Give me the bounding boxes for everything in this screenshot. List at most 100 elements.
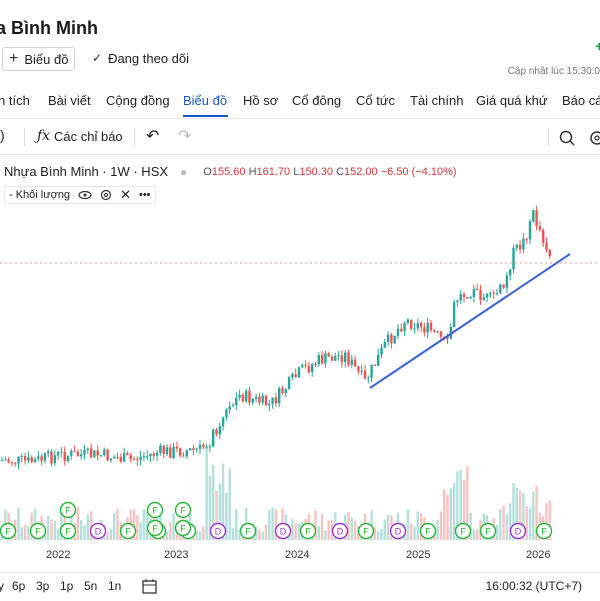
- candle-body: [334, 356, 337, 361]
- event-marker: F: [59, 501, 77, 519]
- candle-body: [317, 355, 320, 365]
- candle-body: [344, 352, 347, 363]
- event-marker: F: [0, 522, 17, 540]
- volume-bar: [264, 524, 268, 540]
- price-change: +(: [595, 38, 600, 54]
- range-3m[interactable]: 3p: [36, 579, 50, 593]
- volume-bar: [172, 513, 175, 540]
- volume-bar: [518, 490, 522, 540]
- candle-body: [195, 448, 198, 450]
- close-icon[interactable]: ✕: [120, 187, 131, 202]
- range-6m[interactable]: 6p: [12, 579, 26, 593]
- tab-analysis[interactable]: n tích: [0, 93, 30, 108]
- svg-text:F: F: [363, 527, 369, 537]
- add-chart-button[interactable]: + Biểu đồ: [2, 47, 76, 71]
- volume-bar: [380, 529, 383, 540]
- volume-bar: [373, 527, 377, 540]
- candle-body: [396, 328, 400, 336]
- volume-bar: [50, 519, 53, 540]
- undo-icon[interactable]: ↶: [146, 128, 160, 145]
- candle-body: [103, 449, 106, 456]
- range-5d[interactable]: 5n: [84, 579, 98, 593]
- candle-body: [357, 366, 360, 372]
- candle-body: [446, 337, 449, 339]
- clock: 16:00:32 (UTC+7): [485, 579, 582, 593]
- range-1d[interactable]: 1n: [108, 579, 122, 593]
- legend-title: Nhựa Bình Minh · 1W · HSX: [4, 164, 169, 179]
- svg-text:D: D: [395, 527, 402, 537]
- volume-bar: [215, 490, 218, 540]
- x-tick-2025: 2025: [406, 549, 431, 561]
- tab-price-history[interactable]: Giá quá khứ: [476, 93, 548, 108]
- chart-toolbar: ) ƒx Các chỉ báo ↶ ↷: [0, 120, 600, 155]
- volume-bar: [456, 471, 459, 540]
- candle-body: [251, 398, 254, 403]
- chart-type-icon[interactable]: ): [0, 127, 5, 143]
- candle-body: [208, 446, 212, 448]
- chart-button-label: Biểu đồ: [24, 51, 69, 67]
- tab-posts[interactable]: Bài viết: [48, 93, 91, 108]
- volume-bar: [86, 514, 89, 540]
- chart-legend: Nhựa Bình Minh · 1W · HSX ● O155.60 H161…: [4, 164, 457, 179]
- svg-text:F: F: [245, 527, 251, 537]
- candle-body: [155, 452, 159, 456]
- volume-bar: [208, 475, 212, 540]
- candle-body: [40, 456, 43, 461]
- calendar-icon[interactable]: [141, 578, 159, 596]
- candle-body: [522, 238, 525, 250]
- volume-bar: [80, 520, 83, 540]
- candle-body: [10, 461, 14, 463]
- candle-body: [122, 453, 126, 462]
- tab-reports[interactable]: Báo các: [562, 93, 600, 108]
- tab-shareholders[interactable]: Cổ đông: [292, 93, 342, 108]
- tab-profile[interactable]: Hồ sơ: [243, 93, 279, 108]
- candle-body: [4, 459, 7, 461]
- eye-icon[interactable]: [78, 190, 92, 200]
- candle-body: [63, 451, 66, 461]
- candle-body: [139, 456, 142, 461]
- more-icon[interactable]: •••: [138, 189, 151, 201]
- range-year[interactable]: y: [0, 579, 4, 593]
- tab-community[interactable]: Cộng đồng: [106, 93, 170, 108]
- candle-body: [235, 397, 238, 406]
- price-chart[interactable]: FFFDFFFDFDFDFDFFFDFFFFFF: [0, 200, 600, 548]
- redo-icon[interactable]: ↷: [178, 128, 192, 145]
- event-marker: F: [419, 522, 437, 540]
- candle-body: [518, 244, 522, 250]
- candle-body: [479, 289, 482, 301]
- search-icon[interactable]: [558, 129, 576, 147]
- low-value: 150.30: [299, 165, 334, 178]
- volume-bar: [291, 518, 294, 540]
- range-1m[interactable]: 1p: [60, 579, 74, 593]
- candle-body: [383, 341, 386, 348]
- indicators-button[interactable]: Các chỉ báo: [54, 129, 123, 144]
- settings-icon[interactable]: [100, 189, 112, 201]
- candle-body: [86, 448, 89, 450]
- candle-body: [297, 367, 301, 378]
- candle-body: [0, 459, 4, 461]
- candle-body: [515, 244, 518, 248]
- close-label: C: [336, 165, 345, 178]
- candles: [0, 205, 551, 470]
- volume-bar: [324, 530, 327, 540]
- candle-body: [30, 457, 33, 463]
- candle-body: [403, 322, 406, 332]
- svg-text:F: F: [305, 527, 311, 537]
- tab-dividends[interactable]: Cổ tức: [356, 93, 396, 108]
- event-marker: D: [509, 522, 527, 540]
- candle-body: [212, 429, 215, 447]
- follow-button[interactable]: ✓ Đang theo dõi: [92, 47, 189, 69]
- open-value: 155.60: [211, 165, 246, 178]
- volume-bar: [225, 492, 228, 540]
- tab-finance[interactable]: Tài chính: [410, 93, 464, 108]
- volume-bar: [462, 479, 466, 540]
- volume-bar: [449, 488, 452, 540]
- candle-body: [528, 221, 532, 240]
- svg-text:F: F: [541, 527, 547, 537]
- candle-body: [254, 396, 258, 399]
- volume-bar: [76, 507, 80, 540]
- event-marker: F: [29, 522, 47, 540]
- gear-icon[interactable]: [588, 129, 600, 147]
- volume-bar: [466, 466, 469, 540]
- tab-chart[interactable]: Biểu đồ: [183, 93, 228, 108]
